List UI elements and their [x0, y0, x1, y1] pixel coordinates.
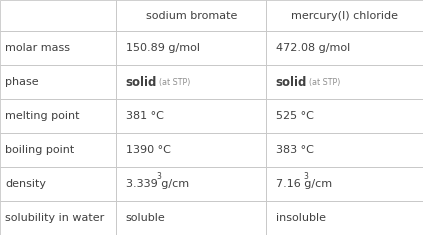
Bar	[0, 167, 116, 201]
Text: soluble: soluble	[126, 213, 165, 223]
Bar	[116, 31, 266, 65]
Text: sodium bromate: sodium bromate	[146, 11, 237, 21]
Bar	[266, 0, 423, 31]
Text: solid: solid	[126, 76, 157, 89]
Text: 525 °C: 525 °C	[276, 111, 314, 121]
Bar	[0, 31, 116, 65]
Text: (at STP): (at STP)	[309, 78, 340, 87]
Bar	[0, 0, 116, 31]
Bar	[0, 133, 116, 167]
Bar	[116, 99, 266, 133]
Text: (at STP): (at STP)	[159, 78, 190, 87]
Bar	[266, 133, 423, 167]
Bar	[266, 31, 423, 65]
Bar	[266, 99, 423, 133]
Text: 3.339 g/cm: 3.339 g/cm	[126, 179, 189, 189]
Bar	[116, 167, 266, 201]
Bar	[266, 167, 423, 201]
Text: solid: solid	[276, 76, 307, 89]
Text: 472.08 g/mol: 472.08 g/mol	[276, 43, 350, 53]
Text: 381 °C: 381 °C	[126, 111, 164, 121]
Text: 3: 3	[303, 172, 308, 181]
Bar	[266, 201, 423, 235]
Text: 7.16 g/cm: 7.16 g/cm	[276, 179, 332, 189]
Bar	[0, 201, 116, 235]
Bar	[0, 99, 116, 133]
Bar	[0, 65, 116, 99]
Text: boiling point: boiling point	[5, 145, 75, 155]
Bar	[116, 133, 266, 167]
Bar	[116, 0, 266, 31]
Bar	[116, 65, 266, 99]
Text: solubility in water: solubility in water	[5, 213, 105, 223]
Text: phase: phase	[5, 77, 39, 87]
Text: molar mass: molar mass	[5, 43, 71, 53]
Text: mercury(I) chloride: mercury(I) chloride	[291, 11, 398, 21]
Text: 3: 3	[156, 172, 161, 181]
Text: melting point: melting point	[5, 111, 80, 121]
Text: 150.89 g/mol: 150.89 g/mol	[126, 43, 200, 53]
Bar	[266, 65, 423, 99]
Text: insoluble: insoluble	[276, 213, 326, 223]
Bar	[116, 201, 266, 235]
Text: density: density	[5, 179, 47, 189]
Text: 1390 °C: 1390 °C	[126, 145, 170, 155]
Text: 383 °C: 383 °C	[276, 145, 314, 155]
